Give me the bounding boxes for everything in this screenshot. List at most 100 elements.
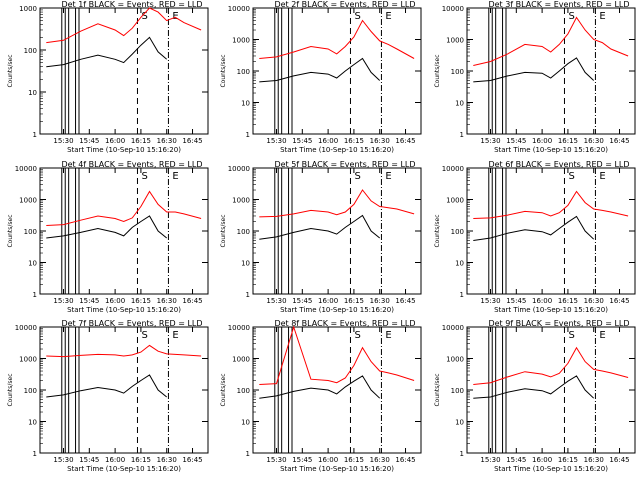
x-tick-label: 16:30 [584, 456, 604, 464]
y-tick-label: 10000 [228, 324, 250, 332]
y-axis-label: Counts/sec [220, 373, 227, 406]
panel-title: Det 5f BLACK = Events, RED = LLD [274, 160, 415, 169]
start-marker-label: S [568, 171, 574, 182]
series-lld [46, 344, 202, 358]
y-tick-label: 1 [33, 291, 37, 299]
x-tick-label: 16:15 [131, 297, 151, 305]
y-tick-label: 10 [28, 419, 37, 427]
x-axis-label: Start Time (10-Sep-10 15:16:20) [67, 146, 181, 154]
start-marker-label: S [141, 171, 147, 182]
detector-panel-4: Det 4f BLACK = Events, RED = LLD 1 10 100 10… [7, 160, 209, 314]
y-tick-label: 1000 [446, 37, 464, 45]
y-tick-label: 100 [451, 387, 464, 395]
x-tick-label: 16:00 [532, 456, 552, 464]
x-tick-label: 15:30 [480, 456, 500, 464]
x-tick-label: 15:30 [480, 137, 500, 145]
y-tick-label: 10000 [228, 165, 250, 173]
x-axis-label: Start Time (10-Sep-10 15:16:20) [494, 465, 608, 473]
x-tick-label: 15:45 [292, 137, 312, 145]
y-axis-label: Counts/sec [434, 214, 441, 247]
x-tick-label: 16:15 [558, 456, 578, 464]
y-tick-label: 10 [241, 100, 250, 108]
series-events [259, 216, 397, 241]
x-tick-label: 16:15 [131, 456, 151, 464]
y-tick-label: 1000 [446, 197, 464, 205]
x-axis-label: Start Time (10-Sep-10 15:16:20) [67, 306, 181, 314]
x-tick-label: 15:30 [53, 137, 73, 145]
panel-title: Det 2f BLACK = Events, RED = LLD [274, 0, 415, 9]
x-tick-label: 15:45 [79, 456, 99, 464]
x-axis-label: Start Time (10-Sep-10 15:16:20) [280, 306, 394, 314]
y-tick-label: 10 [241, 260, 250, 268]
y-tick-label: 10 [28, 260, 37, 268]
x-tick-label: 16:00 [105, 137, 125, 145]
panel-title: Det 4f BLACK = Events, RED = LLD [61, 160, 202, 169]
series-lld [473, 16, 629, 66]
end-marker-label: E [172, 330, 178, 341]
y-axis-label: Counts/sec [434, 54, 441, 87]
series-events [473, 376, 611, 401]
start-marker-label: S [354, 171, 360, 182]
end-marker-label: E [599, 330, 605, 341]
detector-panel-3: Det 3f BLACK = Events, RED = LLD 1 10 100 10… [434, 0, 636, 154]
plot-frame [39, 7, 209, 135]
end-marker-label: E [599, 11, 605, 22]
y-tick-label: 1 [460, 450, 464, 458]
y-tick-label: 1 [246, 291, 250, 299]
detector-panel-5: Det 5f BLACK = Events, RED = LLD 1 10 100 10… [220, 160, 422, 314]
series-lld [473, 346, 629, 385]
y-axis-label: Counts/sec [7, 373, 14, 406]
start-marker-label: S [568, 11, 574, 22]
y-tick-label: 10 [28, 89, 37, 97]
x-tick-label: 16:30 [370, 297, 390, 305]
y-axis-label: Counts/sec [7, 54, 14, 87]
series-lld [46, 190, 202, 226]
y-tick-label: 100 [237, 387, 250, 395]
y-tick-label: 100 [24, 47, 37, 55]
end-marker-label: E [385, 171, 391, 182]
y-axis-label: Counts/sec [220, 214, 227, 247]
x-tick-label: 16:00 [105, 297, 125, 305]
x-tick-label: 16:15 [344, 297, 364, 305]
x-axis-label: Start Time (10-Sep-10 15:16:20) [280, 465, 394, 473]
x-tick-label: 16:00 [532, 137, 552, 145]
x-tick-label: 16:30 [584, 297, 604, 305]
y-axis-label: Counts/sec [220, 54, 227, 87]
end-marker-label: E [385, 11, 391, 22]
y-tick-label: 1 [246, 450, 250, 458]
start-marker-label: S [354, 330, 360, 341]
x-tick-label: 15:30 [53, 456, 73, 464]
x-tick-label: 16:45 [395, 137, 415, 145]
y-tick-label: 100 [451, 68, 464, 76]
x-tick-label: 16:00 [532, 297, 552, 305]
x-tick-label: 15:30 [266, 297, 286, 305]
y-tick-label: 100 [237, 228, 250, 236]
x-tick-label: 16:15 [344, 456, 364, 464]
y-tick-label: 1 [246, 131, 250, 139]
series-events [473, 58, 611, 84]
x-tick-label: 15:30 [480, 297, 500, 305]
x-tick-label: 16:45 [182, 297, 202, 305]
x-tick-label: 16:45 [609, 297, 629, 305]
series-lld [259, 325, 415, 385]
y-tick-label: 10000 [442, 165, 464, 173]
y-tick-label: 1000 [232, 37, 250, 45]
x-tick-label: 16:00 [318, 297, 338, 305]
y-tick-label: 10 [241, 419, 250, 427]
panel-title: Det 7f BLACK = Events, RED = LLD [61, 319, 202, 328]
end-marker-label: E [599, 171, 605, 182]
y-tick-label: 1000 [232, 197, 250, 205]
series-events [259, 376, 397, 401]
y-tick-label: 10 [455, 260, 464, 268]
panel-title: Det 8f BLACK = Events, RED = LLD [274, 319, 415, 328]
x-tick-label: 15:45 [292, 297, 312, 305]
x-tick-label: 16:00 [318, 137, 338, 145]
x-tick-label: 16:45 [609, 137, 629, 145]
series-lld [259, 19, 415, 59]
detector-panel-2: Det 2f BLACK = Events, RED = LLD 1 10 100 10… [220, 0, 422, 154]
x-tick-label: 15:45 [292, 456, 312, 464]
y-tick-label: 100 [451, 228, 464, 236]
x-tick-label: 16:00 [318, 456, 338, 464]
x-tick-label: 16:30 [370, 456, 390, 464]
